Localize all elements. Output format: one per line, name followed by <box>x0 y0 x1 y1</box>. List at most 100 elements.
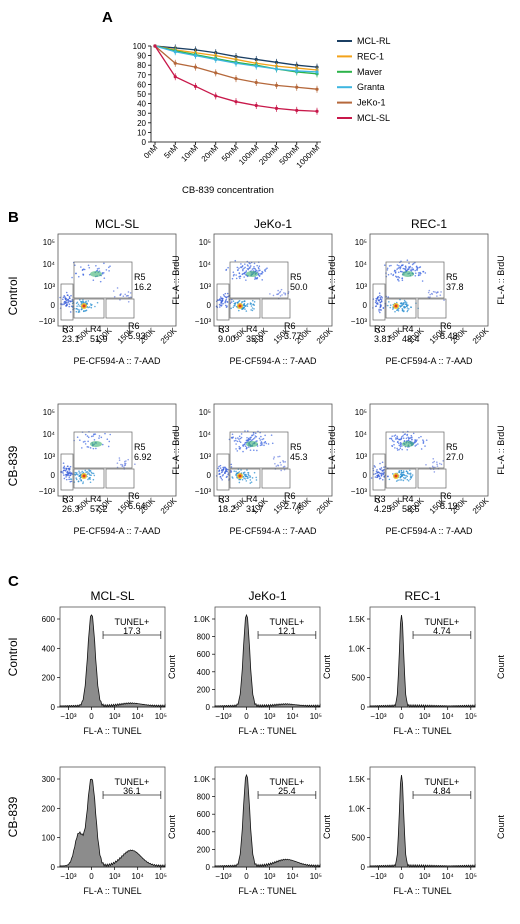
y-tick-label: 10³ <box>355 282 367 291</box>
event-dot <box>225 269 227 271</box>
event-dot <box>391 444 393 447</box>
panel-label-b: B <box>8 209 19 226</box>
event-dot <box>70 473 72 475</box>
event-dot <box>406 434 408 437</box>
event-dot <box>68 478 70 481</box>
histogram-curve <box>369 614 476 708</box>
event-dot <box>75 477 78 479</box>
flow-plot-frame <box>57 403 177 497</box>
event-dot <box>394 447 396 449</box>
y-tick-label: 0 <box>361 703 366 712</box>
y-tick-label: 10⁴ <box>43 430 56 439</box>
y-axis-label: Count <box>167 815 177 840</box>
gate-r3 <box>216 283 230 321</box>
event-dot <box>247 471 249 474</box>
event-dot <box>381 461 384 464</box>
event-dot <box>249 262 251 265</box>
event-dot <box>411 438 413 441</box>
event-dot <box>92 447 95 450</box>
y-tick-label: 1.0K <box>349 644 366 653</box>
event-dot <box>235 470 237 473</box>
gate-r6 <box>417 468 447 489</box>
event-dot <box>243 300 246 302</box>
event-dot <box>96 301 99 304</box>
event-dot <box>253 308 255 310</box>
x-tick-label: 250K <box>159 326 179 346</box>
gate-r5-label-value: 27.0 <box>446 452 464 462</box>
event-dot <box>239 448 241 450</box>
event-dot <box>227 266 229 269</box>
y-tick-label: −10³ <box>351 317 368 326</box>
plot-title: MCL-SL <box>90 589 134 603</box>
event-dot <box>230 436 233 439</box>
event-dot <box>261 279 263 281</box>
event-dot <box>86 306 89 308</box>
event-dot <box>398 444 401 447</box>
event-dot <box>78 309 81 311</box>
event-dot <box>437 291 439 293</box>
event-dot <box>379 472 382 475</box>
x-tick-label: −10³ <box>60 872 77 881</box>
gate-value: 4.74 <box>433 626 451 636</box>
event-dot <box>116 462 119 464</box>
event-dot <box>406 310 409 313</box>
event-dot <box>250 305 253 307</box>
event-dot <box>222 297 224 300</box>
event-dot <box>393 443 395 446</box>
event-dot <box>259 444 262 447</box>
event-dot <box>251 477 254 479</box>
x-tick-label: 250K <box>471 496 491 516</box>
event-dot <box>271 442 274 445</box>
x-tick-label: 10³ <box>419 712 431 721</box>
event-dot <box>422 270 424 273</box>
event-dot <box>89 303 92 305</box>
event-dot <box>69 474 72 477</box>
event-dot <box>393 440 395 443</box>
x-tick-label: 0 <box>217 496 227 506</box>
x-tick-label: 0 <box>399 712 404 721</box>
event-dot <box>405 437 408 440</box>
event-dot <box>220 477 223 480</box>
event-dot <box>396 437 399 440</box>
event-dot <box>402 310 405 313</box>
event-dot <box>400 437 403 440</box>
event-dot <box>374 472 377 475</box>
event-dot <box>386 269 389 271</box>
event-dot <box>78 475 81 478</box>
event-dot <box>251 268 254 270</box>
y-axis-label: Count <box>167 655 177 680</box>
density-mid <box>246 441 258 447</box>
x-tick-label: 0 <box>89 872 94 881</box>
event-dot <box>68 303 71 305</box>
event-dot <box>235 473 238 476</box>
gate-r5 <box>229 431 289 469</box>
event-dot <box>378 308 380 311</box>
gate-r5 <box>385 261 445 299</box>
event-dot <box>406 304 408 307</box>
event-dot <box>89 481 92 484</box>
event-dot <box>64 300 66 303</box>
event-dot <box>87 446 90 448</box>
event-dot <box>68 468 70 470</box>
event-dot <box>390 438 393 440</box>
event-dot <box>249 438 252 440</box>
event-dot <box>248 267 251 269</box>
event-dot <box>251 307 254 309</box>
event-dot <box>226 305 228 307</box>
event-dot <box>233 440 236 442</box>
event-dot <box>263 444 265 447</box>
event-dot <box>241 265 244 268</box>
event-dot <box>232 271 235 274</box>
gate-value: 17.3 <box>123 626 141 636</box>
y-tick-label: 400 <box>42 644 56 653</box>
event-dot <box>251 299 254 302</box>
event-dot <box>127 458 129 461</box>
event-dot <box>402 306 405 308</box>
event-dot <box>238 438 240 440</box>
event-dot <box>95 447 97 450</box>
event-dot <box>90 306 93 309</box>
event-dot <box>410 270 413 272</box>
gate-r5-label-name: R5 <box>290 272 302 282</box>
gate-r3-label-name: R3 <box>374 324 386 334</box>
